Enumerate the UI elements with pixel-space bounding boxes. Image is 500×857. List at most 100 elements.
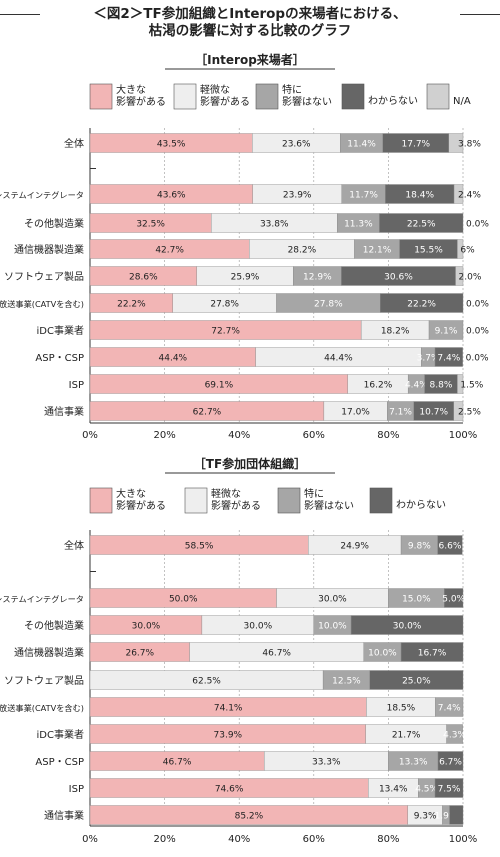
bar-value-label: 33.8% bbox=[260, 220, 289, 230]
bar-value-label: 16.7% bbox=[418, 649, 447, 659]
legend-label: 影響がある bbox=[211, 499, 261, 512]
bar-value-label: 28.2% bbox=[288, 246, 317, 256]
bar-value-label: 33.3% bbox=[312, 758, 341, 768]
bar-segment bbox=[435, 697, 464, 717]
category-label: ソフトウェア製品 bbox=[4, 674, 84, 687]
legend-swatch bbox=[341, 83, 365, 110]
chart-title: ［TF参加団体組織］ bbox=[194, 456, 306, 471]
bar-value-label: 12.5% bbox=[332, 677, 361, 687]
bar-segment bbox=[449, 805, 464, 825]
bar-value-label: 7.4% bbox=[438, 704, 461, 714]
legend-swatch bbox=[184, 487, 208, 514]
bar-value-label: 23.6% bbox=[282, 140, 311, 150]
legend-label: わからない bbox=[396, 499, 446, 511]
bar-value-label: 1.5% bbox=[460, 381, 483, 391]
bar-value-label: 25.9% bbox=[231, 273, 260, 283]
bar-value-label: 0.0% bbox=[466, 300, 489, 310]
bar-value-label: 85.2% bbox=[235, 812, 264, 822]
bar-value-label: 10.0% bbox=[318, 622, 347, 632]
legend-swatch bbox=[173, 83, 197, 110]
bar-segment bbox=[428, 320, 464, 340]
bar-segment bbox=[350, 615, 464, 635]
bar-value-label: 30.0% bbox=[132, 622, 161, 632]
bar-value-label: 2.0% bbox=[459, 273, 482, 283]
figure-title-line-2: 枯渇の影響に対する比較のグラフ bbox=[148, 23, 352, 39]
legend-label: 影響がある bbox=[116, 499, 166, 512]
bar-value-label: 12.9% bbox=[303, 273, 332, 283]
bar-value-label: 13.4% bbox=[379, 785, 408, 795]
bar-value-label: 30.0% bbox=[393, 622, 422, 632]
x-tick-label: 100% bbox=[449, 430, 478, 441]
bar-value-label: 2.4% bbox=[458, 191, 481, 201]
bar-value-label: 44.4% bbox=[159, 354, 188, 364]
bar-value-label: 6.7% bbox=[439, 758, 462, 768]
bar-value-label: 32.5% bbox=[136, 220, 165, 230]
bar-value-label: 9.3% bbox=[414, 812, 437, 822]
bar-value-label: 42.7% bbox=[155, 246, 184, 256]
legend-label: 影響がある bbox=[200, 95, 250, 108]
category-label: システムインテグレータ bbox=[0, 594, 84, 604]
category-label: 通信事業 bbox=[44, 405, 84, 418]
bar-segment bbox=[400, 642, 464, 662]
bar-value-label: 30.0% bbox=[244, 622, 273, 632]
legend-swatch bbox=[89, 83, 113, 110]
category-label: 通信機器製造業 bbox=[14, 646, 84, 659]
bar-value-label: 50.0% bbox=[169, 595, 198, 605]
bar-value-label: 74.1% bbox=[214, 704, 243, 714]
bar-value-label: 44.4% bbox=[324, 354, 353, 364]
bar-value-label: 74.6% bbox=[215, 785, 244, 795]
category-label: 放送事業(CATVを含む) bbox=[0, 299, 84, 309]
category-label: ISP bbox=[69, 784, 84, 795]
x-tick-label: 0% bbox=[82, 834, 98, 845]
legend-label: 軽微な bbox=[211, 487, 241, 500]
bar-segment bbox=[446, 724, 463, 744]
category-label: 全体 bbox=[64, 539, 84, 552]
legend-label: 軽微な bbox=[200, 83, 230, 96]
bar-value-label: 30.6% bbox=[384, 273, 413, 283]
x-tick-label: 20% bbox=[153, 430, 175, 441]
category-label: iDC事業者 bbox=[37, 324, 84, 337]
bar-value-label: 43.6% bbox=[157, 191, 186, 201]
bar-value-label: 62.7% bbox=[193, 408, 222, 418]
bar-value-label: 43.5% bbox=[157, 140, 186, 150]
bar-value-label: 30.0% bbox=[318, 595, 347, 605]
bar-value-label: 13.3% bbox=[399, 758, 428, 768]
bar-value-label: 46.7% bbox=[163, 758, 192, 768]
x-tick-label: 0% bbox=[82, 430, 98, 441]
x-tick-label: 20% bbox=[153, 834, 175, 845]
bar-segment bbox=[437, 535, 463, 555]
legend-label: 影響はない bbox=[282, 95, 332, 108]
legend-label: 特に bbox=[304, 488, 324, 500]
x-tick-label: 80% bbox=[377, 834, 399, 845]
bar-value-label: 9.1% bbox=[435, 327, 458, 337]
bar-value-label: 28.6% bbox=[129, 273, 158, 283]
bar-value-label: 17.0% bbox=[341, 408, 370, 418]
bar-value-label: 9.8% bbox=[408, 542, 431, 552]
bar-value-label: 18.5% bbox=[387, 704, 416, 714]
bar-value-label: 8.8% bbox=[430, 381, 453, 391]
bar-segment bbox=[437, 751, 464, 771]
bar-segment bbox=[457, 239, 464, 259]
category-label: 放送事業(CATVを含む) bbox=[0, 703, 84, 713]
bar-value-label: 11.4% bbox=[347, 140, 376, 150]
bar-value-label: 62.5% bbox=[192, 677, 221, 687]
bar-value-label: 11.3% bbox=[344, 220, 373, 230]
bar-value-label: 18.4% bbox=[405, 191, 434, 201]
bar-value-label: 58.5% bbox=[185, 542, 214, 552]
title-rule-right bbox=[460, 14, 500, 15]
bar-value-label: 6.6% bbox=[439, 542, 462, 552]
bar-segment bbox=[434, 347, 463, 367]
bar-value-label: 22.2% bbox=[117, 300, 146, 310]
category-label: ASP・CSP bbox=[35, 353, 84, 364]
bar-value-label: 5.0% bbox=[442, 595, 465, 605]
legend-swatch bbox=[277, 487, 301, 514]
category-label: ASP・CSP bbox=[35, 757, 84, 768]
bar-value-label: 15.5% bbox=[414, 246, 443, 256]
bar-value-label: 22.5% bbox=[407, 220, 436, 230]
bar-segment bbox=[453, 184, 464, 204]
category-label: ソフトウェア製品 bbox=[4, 270, 84, 283]
bar-segment bbox=[434, 778, 464, 798]
bar-value-label: 21.7% bbox=[392, 731, 421, 741]
